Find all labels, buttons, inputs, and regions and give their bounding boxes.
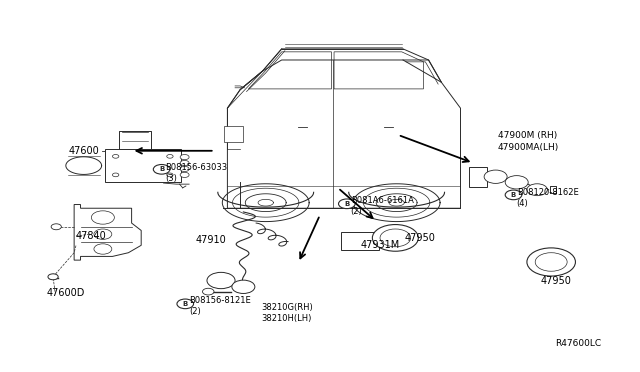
Circle shape — [113, 154, 119, 158]
Circle shape — [180, 166, 189, 171]
Circle shape — [535, 253, 567, 271]
Circle shape — [167, 154, 173, 158]
Circle shape — [180, 172, 189, 177]
Circle shape — [380, 229, 411, 247]
Text: 38210G(RH)
38210H(LH): 38210G(RH) 38210H(LH) — [261, 303, 313, 323]
Text: 47950: 47950 — [404, 233, 435, 243]
Circle shape — [94, 229, 112, 239]
Circle shape — [154, 164, 170, 174]
Circle shape — [527, 184, 547, 196]
Circle shape — [527, 248, 575, 276]
Circle shape — [167, 173, 173, 177]
Text: 47910: 47910 — [195, 235, 226, 245]
Circle shape — [484, 170, 507, 183]
Text: 47840: 47840 — [76, 231, 107, 241]
FancyBboxPatch shape — [341, 232, 379, 250]
Circle shape — [48, 274, 58, 280]
Text: B08120-8162E
(4): B08120-8162E (4) — [516, 188, 579, 208]
FancyBboxPatch shape — [468, 167, 487, 187]
Circle shape — [51, 224, 61, 230]
Text: B: B — [511, 192, 516, 198]
Text: B: B — [159, 166, 164, 172]
Text: 47900M (RH)
47900MA(LH): 47900M (RH) 47900MA(LH) — [497, 131, 559, 151]
Circle shape — [180, 160, 189, 166]
Text: 47950: 47950 — [540, 276, 571, 285]
Circle shape — [207, 272, 235, 289]
FancyBboxPatch shape — [224, 126, 243, 142]
Text: B: B — [344, 201, 349, 207]
Text: B: B — [182, 301, 188, 307]
Text: B08156-63033
(3): B08156-63033 (3) — [166, 163, 228, 183]
Circle shape — [177, 299, 193, 309]
Circle shape — [113, 173, 119, 177]
Text: 47600D: 47600D — [47, 288, 85, 298]
Circle shape — [372, 225, 419, 251]
Circle shape — [232, 280, 255, 294]
Circle shape — [505, 176, 528, 189]
Text: 47600: 47600 — [69, 146, 100, 156]
Circle shape — [94, 244, 112, 254]
Circle shape — [92, 211, 115, 224]
Text: R47600LC: R47600LC — [555, 339, 601, 348]
Text: 47931M: 47931M — [360, 240, 399, 250]
FancyBboxPatch shape — [105, 149, 180, 182]
Circle shape — [339, 199, 355, 209]
Text: B081A6-6161A
(2): B081A6-6161A (2) — [351, 196, 413, 217]
Circle shape — [505, 190, 522, 200]
Text: B08156-8121E
(2): B08156-8121E (2) — [189, 296, 251, 317]
Circle shape — [202, 288, 214, 295]
Circle shape — [180, 154, 189, 160]
